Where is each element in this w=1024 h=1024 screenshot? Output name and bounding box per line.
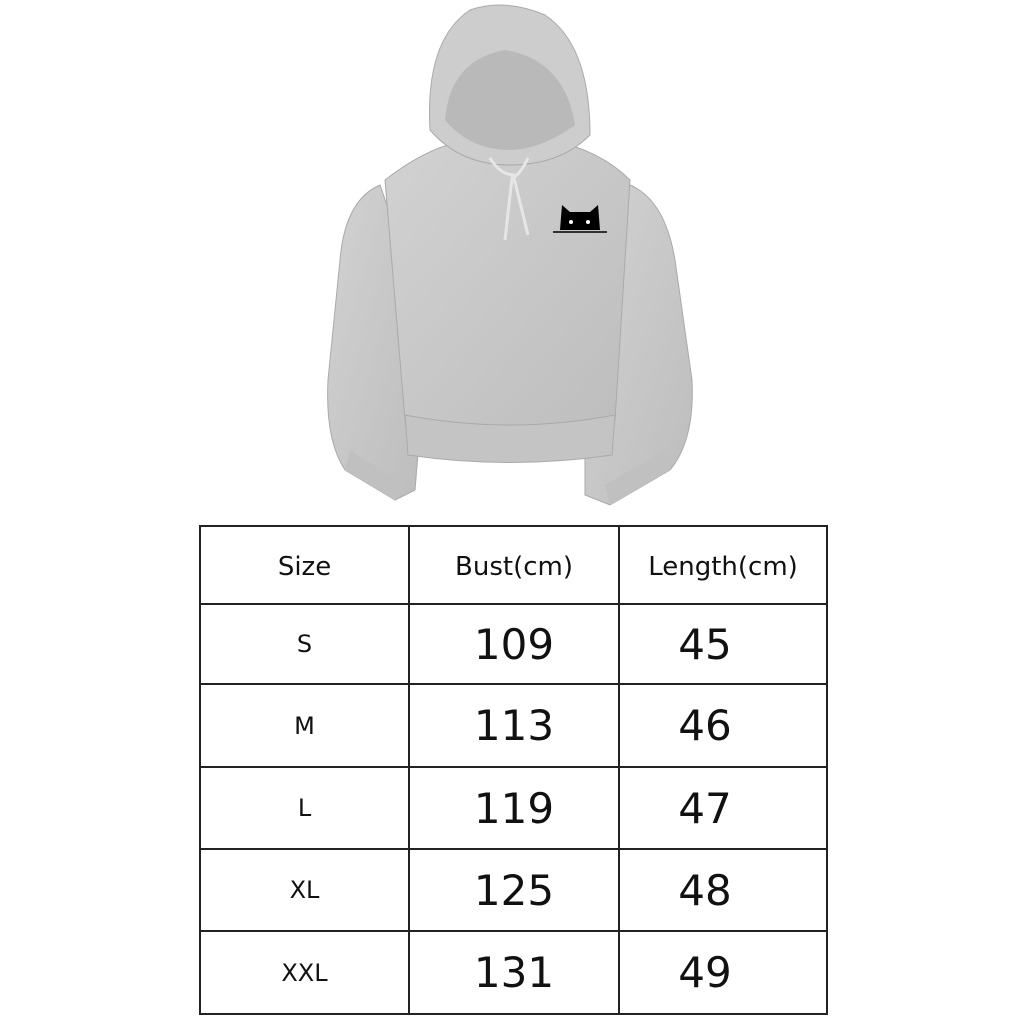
size-cell: XL: [199, 848, 410, 932]
waistband: [404, 414, 616, 463]
size-cell: M: [199, 683, 410, 768]
size-cell: XXL: [199, 930, 410, 1015]
table-row: XL 125 48: [199, 848, 828, 932]
length-cell: 48: [618, 848, 828, 932]
length-cell: 47: [618, 766, 828, 850]
table-row: S 109 45: [199, 603, 828, 685]
table-row: M 113 46: [199, 683, 828, 768]
size-cell: S: [199, 603, 410, 685]
bust-cell: 109: [408, 603, 620, 685]
bust-cell: 119: [408, 766, 620, 850]
length-cell: 46: [618, 683, 828, 768]
table-row: XXL 131 49: [199, 930, 828, 1015]
size-cell: L: [199, 766, 410, 850]
hoodie-body: [384, 139, 631, 431]
length-cell: 49: [618, 930, 828, 1015]
hoodie-product-image: [327, 4, 693, 506]
header-length: Length(cm): [618, 525, 828, 605]
cat-print-icon: [553, 205, 607, 233]
bust-cell: 131: [408, 930, 620, 1015]
length-cell: 45: [618, 603, 828, 685]
table-header-row: Size Bust(cm) Length(cm): [199, 525, 828, 605]
header-bust: Bust(cm): [408, 525, 620, 605]
bust-cell: 113: [408, 683, 620, 768]
size-chart-table: Size Bust(cm) Length(cm) S 109 45 M 113 …: [199, 525, 828, 1015]
bust-cell: 125: [408, 848, 620, 932]
header-size: Size: [199, 525, 410, 605]
table-row: L 119 47: [199, 766, 828, 850]
